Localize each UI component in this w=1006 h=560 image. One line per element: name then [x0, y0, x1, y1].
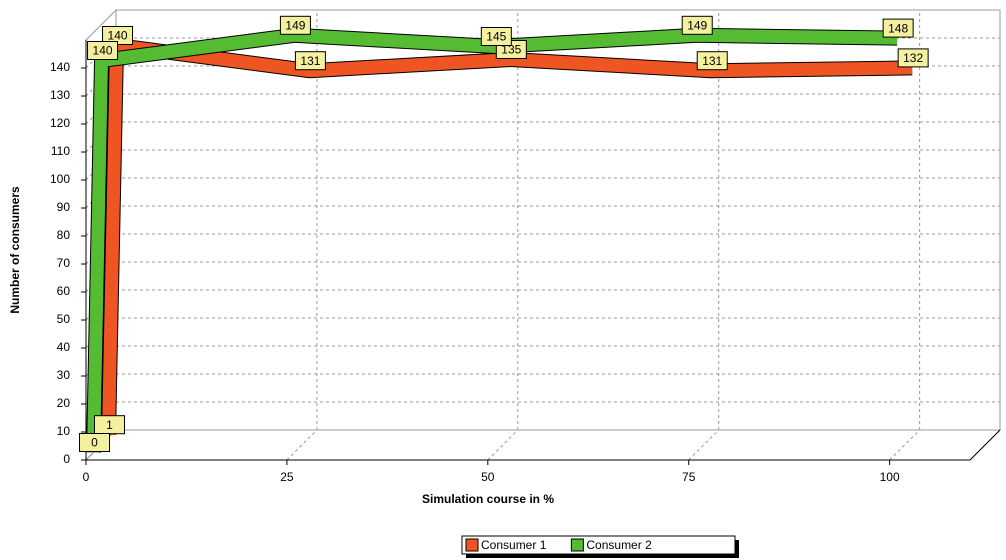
grid-line — [889, 429, 920, 461]
value-label-box — [87, 41, 119, 60]
value-label: 131 — [702, 54, 722, 68]
grid-line — [85, 177, 117, 209]
grid-line — [85, 121, 117, 153]
value-label-box — [480, 27, 512, 46]
grid-line — [85, 93, 117, 125]
legend-label: Consumer 2 — [586, 538, 652, 552]
value-label-box — [279, 15, 311, 35]
back-wall — [115, 9, 1001, 431]
y-tick-label: 40 — [57, 340, 71, 354]
grid-line — [688, 429, 720, 461]
y-tick-label: 50 — [57, 312, 71, 326]
y-tick-label: 60 — [57, 284, 71, 298]
x-tick-label: 75 — [682, 470, 696, 484]
x-tick-label: 25 — [280, 470, 294, 484]
value-label-box — [681, 15, 713, 35]
floor-edge — [969, 429, 1001, 461]
series-line — [102, 39, 913, 435]
value-label: 1 — [106, 418, 113, 432]
grid-line — [286, 429, 318, 461]
value-label: 0 — [91, 436, 98, 450]
value-label: 135 — [501, 43, 521, 57]
x-tick-label: 50 — [481, 470, 495, 484]
value-label-box — [882, 18, 914, 38]
grid-line — [85, 37, 117, 69]
y-tick-label: 10 — [57, 424, 71, 438]
y-tick-label: 110 — [51, 144, 70, 158]
y-tick-label: 140 — [50, 60, 70, 74]
value-label-box — [897, 48, 929, 68]
x-axis-title: Simulation course in % — [422, 492, 554, 506]
value-label: 149 — [285, 18, 305, 32]
legend-label: Consumer 1 — [481, 538, 547, 552]
y-tick-label: 130 — [50, 88, 70, 102]
grid-line — [85, 65, 117, 97]
grid-line — [85, 149, 117, 181]
value-label: 145 — [486, 30, 506, 44]
value-label: 148 — [888, 21, 908, 35]
y-tick-label: 0 — [63, 452, 70, 466]
y-tick-label: 90 — [57, 200, 71, 214]
floor — [84, 429, 1002, 461]
value-label: 131 — [300, 54, 320, 68]
x-tick-label: 0 — [83, 470, 90, 484]
y-tick-label: 120 — [50, 116, 70, 130]
legend-swatch — [465, 538, 479, 552]
value-label-box — [79, 433, 110, 452]
value-label-box — [294, 51, 326, 71]
y-tick-label: 20 — [57, 396, 71, 410]
grid-line — [85, 429, 117, 461]
value-label: 132 — [903, 51, 923, 65]
y-axis-title: Number of consumers — [8, 186, 22, 314]
y-tick-label: 70 — [57, 256, 71, 270]
series-line — [87, 28, 898, 453]
value-label-box — [696, 51, 728, 71]
y-tick-label: 30 — [57, 368, 71, 382]
legend — [461, 535, 736, 555]
value-label: 140 — [108, 29, 128, 43]
y-tick-label: 100 — [50, 172, 70, 186]
y-tick-label: 80 — [57, 228, 71, 242]
legend-swatch — [570, 538, 584, 552]
value-label: 149 — [687, 18, 707, 32]
value-label: 140 — [93, 44, 113, 58]
x-tick-label: 100 — [880, 470, 900, 484]
grid-line — [487, 429, 519, 461]
